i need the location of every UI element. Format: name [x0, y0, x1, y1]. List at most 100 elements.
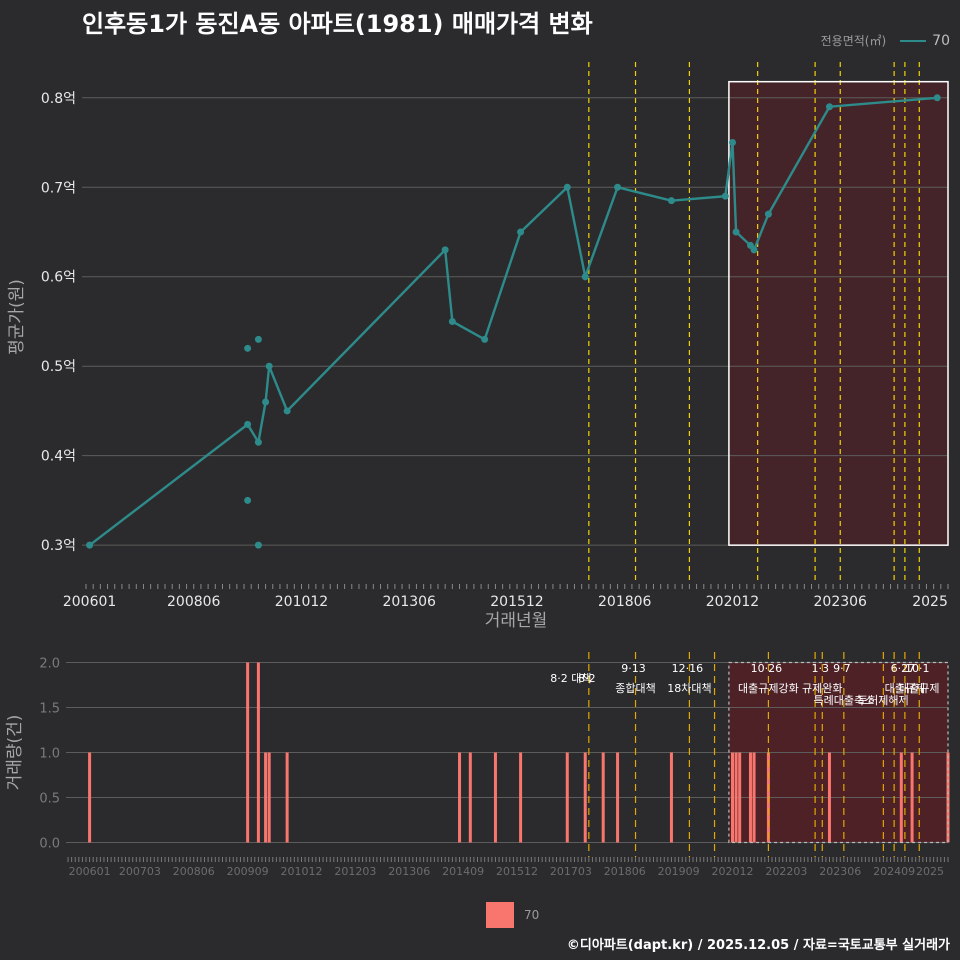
volume-bar [88, 752, 92, 843]
price-point [262, 398, 270, 406]
volume-bar [468, 752, 472, 843]
chart-title: 인후동1가 동진A동 아파트(1981) 매매가격 변화 [82, 10, 593, 38]
price-point [721, 192, 729, 200]
y-tick-label: 1.5 [39, 702, 60, 717]
legend-series-label: 70 [932, 32, 950, 49]
volume-bar [734, 752, 738, 843]
y-tick-label: 0.5억 [41, 359, 76, 375]
policy-label: 토허제해제 [858, 693, 909, 707]
volume-bar [910, 752, 914, 843]
price-point [614, 183, 622, 191]
highlight-region [728, 81, 948, 547]
legend-line-swatch [900, 39, 927, 42]
volume-bar [458, 752, 462, 843]
volume-bar [583, 752, 587, 843]
volume-bar [738, 752, 742, 843]
price-point [517, 228, 525, 236]
policy-label: 대출규제강화 [738, 682, 799, 695]
bar-legend-swatch [486, 902, 514, 928]
volume-bar [246, 662, 250, 843]
price-point [750, 246, 758, 254]
x-tick-label: 201703 [550, 865, 592, 878]
x-tick-label: 2025 [916, 865, 944, 878]
volume-bar [748, 752, 752, 843]
trade-point [244, 496, 252, 504]
volume-bar [519, 752, 523, 843]
x-tick-label: 201012 [281, 865, 323, 878]
x-tick-label: 201306 [388, 865, 430, 878]
price-point [667, 197, 675, 205]
price-point [825, 103, 833, 111]
y-axis-label: 거래량(건) [5, 715, 25, 791]
volume-bar [752, 752, 756, 843]
x-tick-label: 202409 [873, 865, 915, 878]
x-tick-label: 200601 [69, 865, 111, 878]
x-tick-label: 200806 [167, 594, 221, 610]
x-tick-label: 201012 [275, 594, 328, 610]
price-point [764, 210, 772, 218]
policy-label: 대출규제 [899, 682, 939, 695]
volume-bar [285, 752, 289, 843]
policy-date-label: 1·3 [812, 662, 830, 675]
price-point [265, 362, 273, 370]
legend-title: 전용면적(㎡) [820, 34, 887, 48]
x-tick-label: 201409 [442, 865, 484, 878]
y-tick-label: 0.0 [39, 837, 60, 852]
policy-label: 18차대책 [667, 682, 711, 695]
volume-bar [899, 752, 903, 843]
y-tick-label: 0.3억 [41, 538, 76, 554]
x-tick-label: 201512 [490, 594, 543, 610]
volume-bar [493, 752, 497, 843]
policy-label: 종합대책 [615, 682, 655, 695]
highlight-border [728, 80, 949, 546]
y-tick-label: 0.6억 [41, 270, 76, 286]
policy-label: 8·2 대책 [550, 672, 591, 685]
price-point [933, 94, 941, 102]
x-tick-label: 200909 [227, 865, 269, 878]
highlight-border [728, 661, 949, 844]
y-tick-label: 2.0 [39, 657, 60, 672]
price-point [254, 438, 262, 446]
x-tick-label: 202306 [819, 865, 861, 878]
volume-bar [565, 752, 569, 843]
price-point [481, 335, 489, 343]
x-tick-label: 202012 [712, 865, 754, 878]
y-tick-label: 0.5 [39, 792, 60, 807]
volume-bar [731, 752, 734, 843]
legend: 전용면적(㎡) 70 [821, 32, 950, 49]
volume-bar [601, 752, 605, 843]
policy-date-label: 9·7 [833, 662, 851, 675]
y-tick-label: 0.4억 [41, 449, 76, 465]
volume-bar [264, 752, 268, 843]
trade-point [254, 335, 262, 343]
price-point [729, 139, 736, 147]
x-tick-label: 201203 [334, 865, 376, 878]
y-axis-label: 평균가(원) [7, 279, 27, 355]
policy-label: 특례대출축소 [813, 694, 874, 707]
price-point [441, 246, 449, 254]
bar-legend-label: 70 [524, 908, 540, 922]
policy-date-label: 12·16 [672, 662, 704, 675]
y-tick-label: 1.0 [39, 747, 60, 762]
policy-date-label: 10·26 [751, 662, 783, 675]
x-tick-label: 202012 [706, 594, 759, 610]
x-tick-label: 201306 [383, 594, 437, 610]
volume-bar [267, 752, 271, 843]
x-tick-label: 202306 [814, 594, 868, 610]
price-line-chart: 0.3억 0.4억 0.5억 0.6억 0.7억 0.8억 200601 200806 2010… [7, 62, 949, 631]
trade-point [254, 541, 262, 549]
x-tick-label: 202203 [765, 865, 807, 878]
policy-date-label: 10·1 [905, 662, 930, 675]
policy-label: 규제완화 [802, 682, 842, 695]
source-credit: ©디아파트(dapt.kr) / 2025.12.05 / 자료=국토교통부 실… [566, 938, 950, 953]
price-point [563, 183, 571, 191]
volume-bar [256, 662, 260, 843]
policy-label: 대출규제 [885, 682, 925, 695]
x-tick-label: 201806 [598, 594, 652, 610]
volume-bar-chart: 0.0 0.5 1.0 1.5 2.0 200601 200703 200806 200909 2… [5, 652, 950, 878]
y-tick-label: 0.7억 [41, 180, 76, 196]
policy-date-label: 6·27 [891, 662, 916, 675]
x-tick-label: 201909 [658, 865, 700, 878]
price-point [244, 420, 252, 428]
